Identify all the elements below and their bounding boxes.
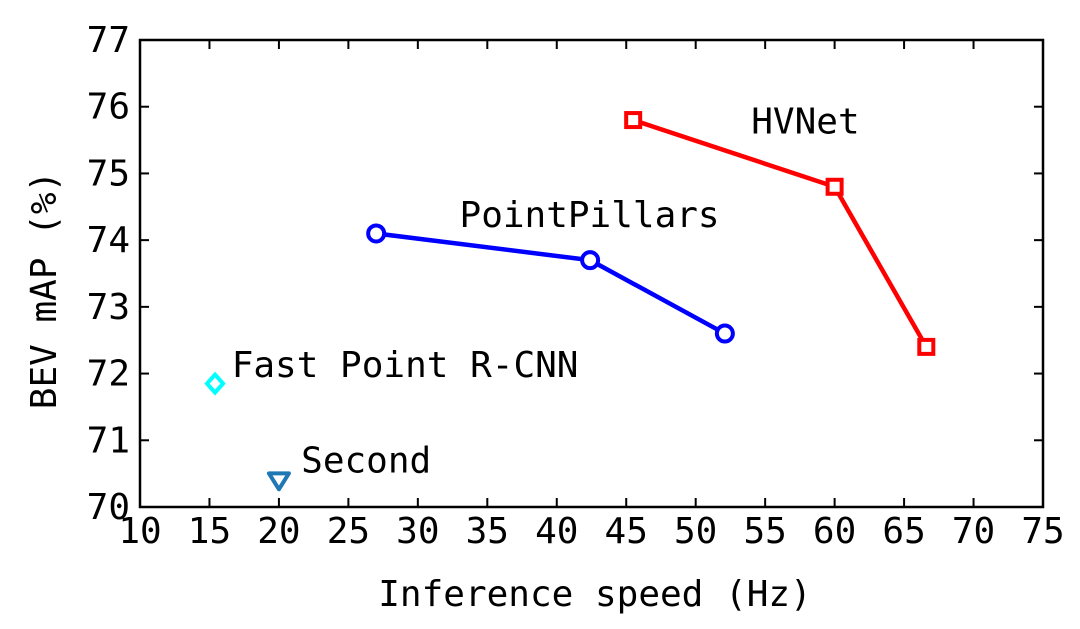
x-axis-title: Inference speed (Hz) (378, 574, 811, 615)
annotation-pointpillars: PointPillars (460, 195, 720, 236)
plot-border (138, 38, 1045, 509)
series-pointpillars (366, 223, 735, 344)
x-tick-label: 40 (535, 511, 578, 552)
y-tick-label: 73 (87, 287, 130, 328)
x-tick-label: 70 (952, 511, 995, 552)
y-tick-label: 77 (87, 20, 130, 61)
x-tick-label: 30 (396, 511, 439, 552)
x-tick-label: 15 (188, 511, 231, 552)
x-tick-label: 20 (257, 511, 300, 552)
series-fast-point-r-cnn (204, 371, 226, 396)
y-tick-label: 71 (87, 420, 130, 461)
series-second (266, 471, 291, 492)
data-point-hvnet (917, 337, 936, 356)
y-tick-label: 72 (87, 354, 130, 395)
annotation-fast-point-r-cnn: Fast Point R-CNN (232, 345, 579, 386)
annotation-hvnet: HVNet (751, 101, 859, 142)
y-tick-label: 75 (87, 153, 130, 194)
plot-frame (138, 38, 1045, 509)
x-tick-label: 45 (605, 511, 648, 552)
y-axis: 70 71 72 73 74 75 76 77 (87, 20, 1043, 528)
series-line-pointpillars (375, 231, 726, 336)
data-point-pointpillars (714, 323, 735, 344)
x-tick-label: 55 (743, 511, 786, 552)
x-tick-label: 60 (813, 511, 856, 552)
x-tick-label: 10 (118, 511, 161, 552)
y-tick-label: 76 (87, 87, 130, 128)
data-point-hvnet (624, 111, 643, 130)
data-point-hvnet (825, 177, 844, 196)
data-point-pointpillars (580, 250, 601, 271)
series-layer (204, 111, 936, 492)
y-axis-title: BEV mAP (%) (24, 171, 65, 409)
annotation-second: Second (301, 440, 431, 481)
annotations: HVNet PointPillars Fast Point R-CNN Second (232, 101, 860, 481)
series-hvnet (624, 111, 936, 356)
x-axis: 10 15 20 25 30 35 40 45 50 55 60 65 70 75 (118, 40, 1065, 552)
data-point-fast-point-r-cnn (204, 371, 226, 396)
data-point-second (266, 471, 291, 492)
x-tick-label: 25 (327, 511, 370, 552)
data-point-pointpillars (366, 223, 387, 244)
x-tick-label: 65 (882, 511, 925, 552)
y-tick-label: 70 (87, 487, 130, 528)
x-tick-label: 35 (466, 511, 509, 552)
x-tick-label: 50 (674, 511, 717, 552)
x-tick-label: 75 (1021, 511, 1064, 552)
y-tick-label: 74 (87, 220, 130, 261)
